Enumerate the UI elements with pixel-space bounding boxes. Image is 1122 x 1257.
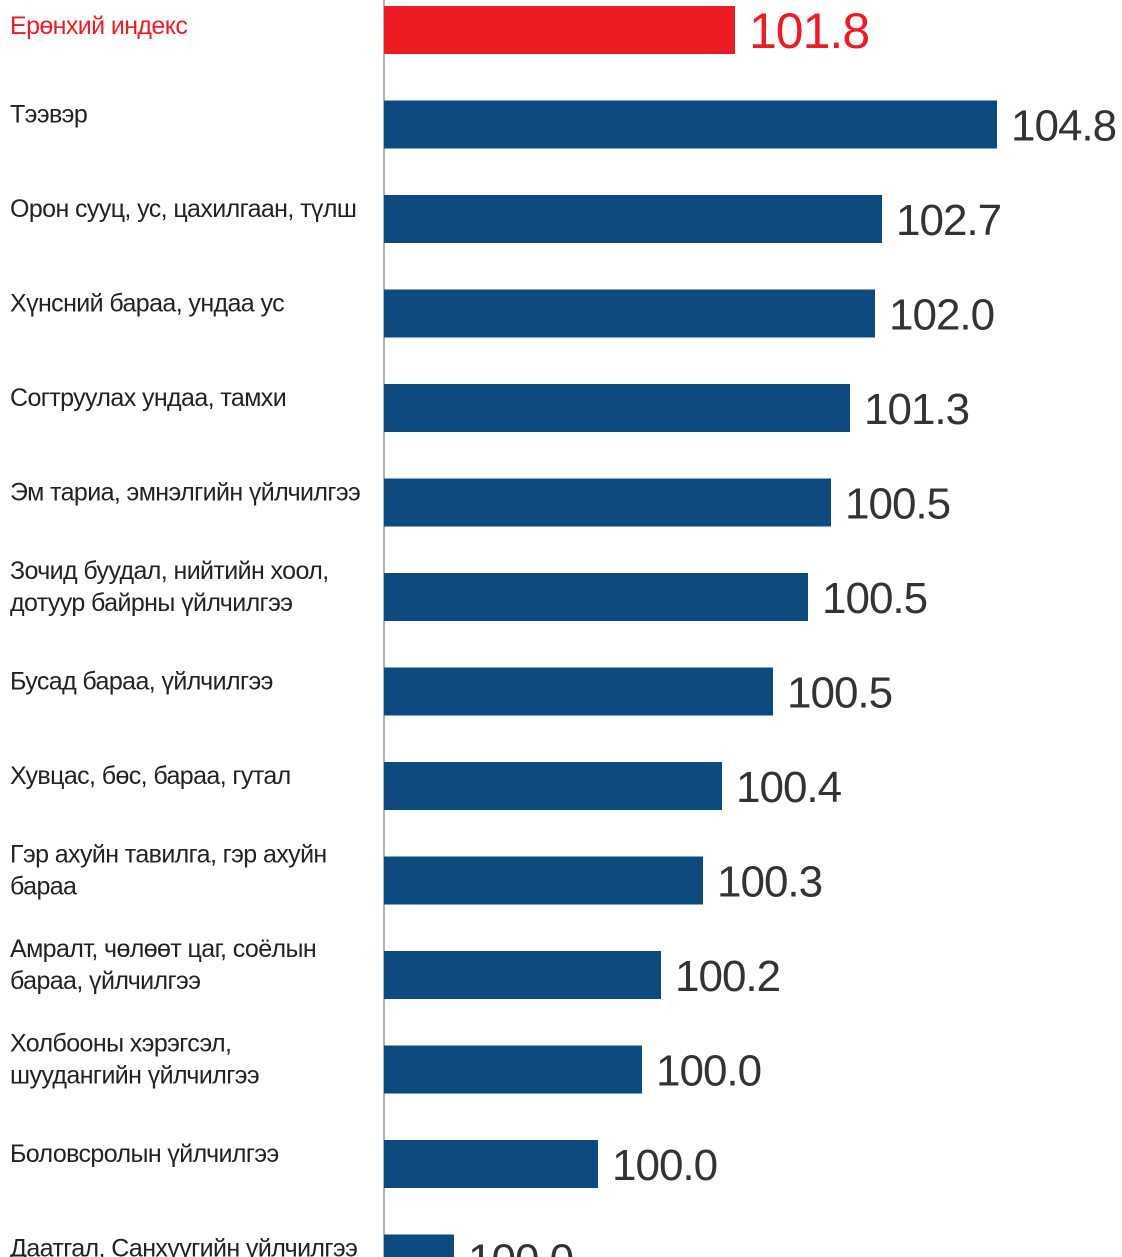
bar-row: 100.5 Зочид буудал, нийтийн хоол, дотуур б… — [10, 557, 928, 623]
bar-value-label: 100.2 — [675, 952, 780, 1001]
bar — [384, 289, 875, 338]
bar-row: 100.4 Хувцас, бөс, бараа, гутал — [10, 762, 843, 812]
bar — [384, 1234, 454, 1257]
bar — [384, 951, 661, 999]
bar — [384, 384, 850, 432]
category-label: Амралт, чөлөөт цаг, соёлын бараа, үйлчилг… — [10, 935, 316, 995]
bar — [384, 1140, 598, 1188]
bar — [384, 478, 831, 527]
bar-value-label: 100.5 — [787, 669, 892, 718]
bar-row: 100.0 Даатгал, Санхүүгийн үйлчилгээ — [10, 1234, 574, 1257]
category-label: Даатгал, Санхүүгийн үйлчилгээ — [10, 1235, 357, 1257]
category-label: Тээвэр — [10, 101, 87, 129]
category-label: Зочид буудал, нийтийн хоол, дотуур байрны… — [10, 557, 329, 617]
category-label: Боловсролын үйлчилгээ — [10, 1140, 279, 1168]
category-label: Согтруулах ундаа, тамхи — [10, 384, 286, 412]
bar-total-index — [384, 6, 735, 54]
bar — [384, 762, 722, 810]
bar-row: 100.2 Амралт, чөлөөт цаг, соёлын бараа, үй… — [10, 935, 781, 1001]
category-label: Гэр ахуйн тавилга, гэр ахуйн бараа — [10, 841, 327, 901]
bar-value-label: 101.3 — [864, 385, 969, 434]
bar-row: 100.0 Холбооны хэрэгсэл, шуудангийн үйлчил… — [10, 1030, 762, 1096]
bar-value-label: 100.0 — [468, 1236, 573, 1257]
bar-value-label: 100.0 — [612, 1141, 717, 1190]
bar-value-label: 101.8 — [749, 3, 869, 59]
bar — [384, 573, 808, 621]
bar-value-label: 100.4 — [736, 763, 842, 812]
bar — [384, 195, 882, 243]
bar-value-label: 100.3 — [717, 858, 822, 907]
category-label: Холбооны хэрэгсэл, шуудангийн үйлчилгээ — [10, 1030, 259, 1090]
category-label: Бусад бараа, үйлчилгээ — [10, 668, 273, 696]
bar-row: 101.3 Согтруулах ундаа, тамхи — [10, 384, 970, 434]
bar — [384, 1045, 642, 1094]
bar-value-label: 102.7 — [896, 196, 1001, 245]
bar — [384, 856, 703, 905]
category-label: Орон сууц, ус, цахилгаан, түлш — [10, 195, 356, 223]
bar-value-label: 102.0 — [889, 291, 994, 340]
category-label: Ерөнхий индекс — [10, 12, 187, 40]
bar-row: 100.3 Гэр ахуйн тавилга, гэр ахуйн бараа — [10, 841, 823, 907]
bar-value-label: 100.0 — [656, 1047, 761, 1096]
bar-row: 101.8 Ерөнхий индекс — [10, 3, 870, 59]
bar-row: 100.0 Боловсролын үйлчилгээ — [10, 1140, 718, 1190]
bar-value-label: 100.5 — [822, 574, 927, 623]
bar — [384, 100, 997, 149]
bar-row: 100.5 Бусад бараа, үйлчилгээ — [10, 667, 893, 718]
bar-value-label: 100.5 — [845, 480, 950, 529]
bar-row: 100.5 Эм тариа, эмнэлгийн үйлчилгээ — [10, 478, 951, 529]
bar-row: 102.0 Хүнсний бараа, ундаа ус — [10, 289, 995, 340]
bar-row: 102.7 Орон сууц, ус, цахилгаан, түлш — [10, 195, 1002, 245]
bar-row: 104.8 Тээвэр — [10, 100, 1117, 151]
category-label: Хүнсний бараа, ундаа ус — [10, 290, 284, 318]
category-label: Хувцас, бөс, бараа, гутал — [10, 762, 291, 790]
bar-value-label: 104.8 — [1011, 102, 1116, 151]
bar — [384, 667, 773, 716]
category-label: Эм тариа, эмнэлгийн үйлчилгээ — [10, 479, 360, 507]
